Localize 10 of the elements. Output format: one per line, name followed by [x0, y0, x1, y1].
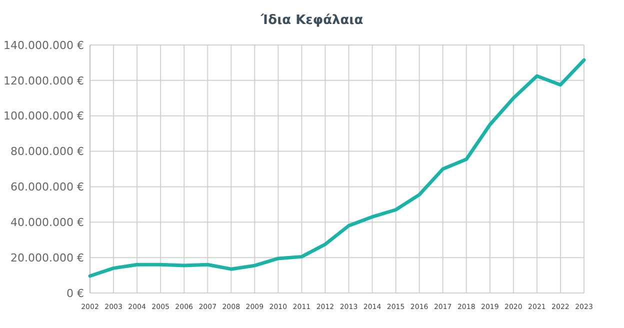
y-tick-label: 60.000.000 €: [10, 180, 84, 194]
y-tick-label: 80.000.000 €: [10, 145, 84, 158]
chart-title: Ίδια Κεφάλαια: [260, 13, 364, 28]
y-tick-label: 120.000.000 €: [4, 74, 84, 88]
y-tick-label: 0 €: [66, 286, 84, 300]
y-tick-label: 100.000.000 €: [4, 110, 84, 123]
y-tick-label: 20.000.000 €: [10, 251, 84, 264]
y-tick-label: 40.000.000 €: [10, 216, 84, 229]
line-series: [88, 58, 586, 278]
y-tick-label: 140.000.000 €: [4, 38, 84, 52]
